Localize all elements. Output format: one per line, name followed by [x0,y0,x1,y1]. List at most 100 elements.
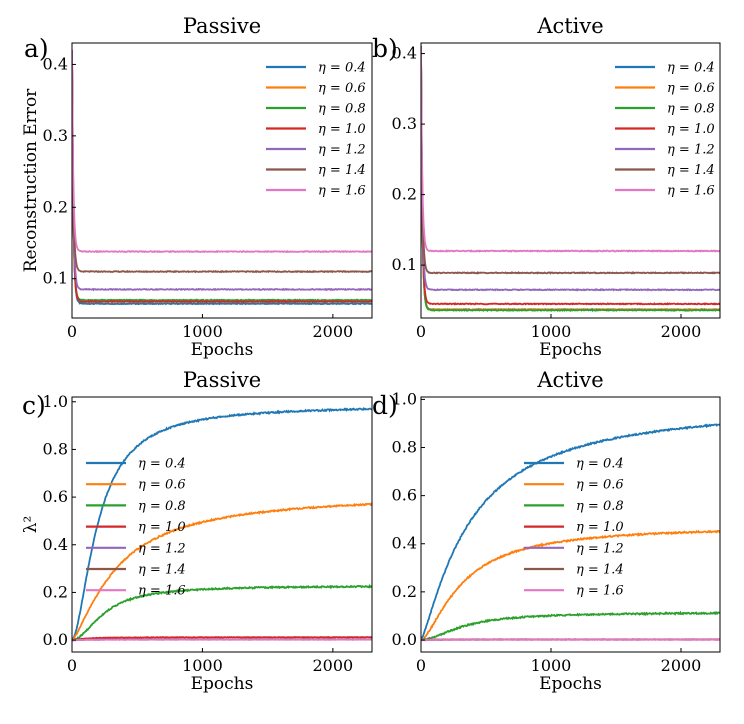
legend: η = 0.4 η = 0.6 η = 0.8 η = 1.0 η = 1.2 η = 1… [524,457,624,599]
panel-title: Active [536,368,603,392]
series-line-2 [72,502,372,642]
legend-label: η = 1.4 [318,163,366,178]
legend-label: η = 0.4 [138,457,186,472]
panel-letter: d) [372,391,398,420]
plot-lines [72,49,372,306]
panel-title: Passive [183,14,261,38]
x-tick-label: 0 [67,656,77,675]
legend-label: η = 1.0 [318,122,366,137]
series-line-2 [421,529,720,641]
x-tick-label: 1000 [531,656,572,675]
y-tick-label: 0.4 [392,44,417,63]
series-line-7 [72,49,372,254]
legend-label: η = 1.2 [576,541,624,556]
series-line-7 [72,638,372,642]
y-tick-label: 0.4 [43,535,68,554]
x-tick-label: 1000 [182,656,223,675]
panel-2: Active b) 0 1000 2000 0.1 0.2 0.3 0.4 Epochs η = 0… [372,14,721,360]
series-line-5 [72,50,372,292]
y-tick-label: 0.0 [43,630,68,649]
y-tick-label: 0.3 [392,114,417,133]
axes-frame [420,42,721,319]
legend: η = 0.4 η = 0.6 η = 0.8 η = 1.0 η = 1.2 η = 1… [615,61,715,199]
panel-letter: c) [22,391,46,420]
legend-label: η = 0.4 [667,61,715,76]
legend-label: η = 0.6 [576,478,624,493]
y-tick-label: 0.2 [392,185,417,204]
x-tick-label: 2000 [313,322,354,341]
axes-frame [420,396,721,653]
legend-label: η = 1.0 [138,520,186,535]
x-tick-label: 0 [416,322,426,341]
plot-lines [421,423,720,642]
panel-4: Active d) 0 1000 2000 0.0 0.2 0.4 0.6 0.8 1.0 Epoch… [372,368,721,694]
legend-label: η = 0.6 [138,478,186,493]
legend: η = 0.4 η = 0.6 η = 0.8 η = 1.0 η = 1.2 η = 1… [86,457,186,599]
series-line-6 [72,50,372,274]
y-tick-label: 0.8 [43,439,68,458]
legend-label: η = 1.6 [138,584,186,599]
series-line-4 [72,635,372,641]
series-line-5 [421,46,720,292]
series-line-6 [421,46,720,275]
x-tick-label: 1000 [182,322,223,341]
series-line-7 [421,638,720,642]
plot-lines [421,46,720,313]
series-line-3 [421,46,720,313]
x-tick-label: 1000 [531,322,572,341]
y-tick-label: 0.8 [392,438,417,457]
series-line-1 [421,423,720,641]
panel-3: Passive c) 0 1000 2000 0.0 0.2 0.4 0.6 0.8 1.0 Epoc… [21,368,373,694]
y-tick-label: 0.1 [43,269,68,288]
x-axis-label: Epochs [191,674,254,694]
y-axis-label: λ² [21,516,41,534]
legend-label: η = 1.4 [138,563,186,578]
legend-label: η = 0.6 [318,81,366,96]
legend-label: η = 1.4 [576,563,624,578]
x-axis-label: Epochs [191,340,254,360]
legend-label: η = 1.6 [576,584,624,599]
legend-label: η = 1.6 [667,184,715,199]
legend-label: η = 0.8 [576,499,624,514]
legend-label: η = 0.4 [576,457,624,472]
panel-1: Passive a) 0 1000 2000 0.1 0.2 0.3 0.4 Epochs Reco… [21,14,373,360]
legend-label: η = 0.8 [667,102,715,117]
x-axis-label: Epochs [539,340,602,360]
series-line-3 [421,610,720,642]
y-tick-label: 0.1 [392,255,417,274]
y-tick-label: 0.2 [392,582,417,601]
legend-label: η = 1.4 [667,163,715,178]
y-tick-label: 0.4 [392,534,417,553]
series-line-7 [421,46,720,253]
series-line-4 [421,46,720,306]
y-tick-label: 0.2 [43,197,68,216]
legend-label: η = 1.2 [667,143,715,158]
y-axis-label: Reconstruction Error [21,88,41,272]
x-tick-label: 0 [416,656,426,675]
legend-label: η = 1.0 [576,520,624,535]
series-line-4 [72,50,372,304]
x-axis-label: Epochs [539,674,602,694]
y-tick-label: 0.6 [392,486,417,505]
x-tick-label: 2000 [313,656,354,675]
y-tick-label: 0.2 [43,582,68,601]
axes-frame [71,42,373,319]
panel-title: Passive [183,368,261,392]
y-tick-label: 0.0 [392,630,417,649]
y-tick-label: 1.0 [392,389,417,408]
x-tick-label: 2000 [661,322,702,341]
axes-frame [71,396,373,653]
panel-title: Active [536,14,603,38]
legend-label: η = 0.6 [667,81,715,96]
legend-label: η = 1.0 [667,122,715,137]
x-tick-label: 2000 [661,656,702,675]
y-tick-label: 0.6 [43,487,68,506]
legend-label: η = 0.8 [318,102,366,117]
panel-letter: a) [24,34,49,63]
legend-label: η = 0.4 [318,61,366,76]
y-tick-label: 0.4 [43,54,68,73]
legend-label: η = 1.2 [138,541,186,556]
y-tick-label: 1.0 [43,392,68,411]
plot-lines [72,406,372,642]
